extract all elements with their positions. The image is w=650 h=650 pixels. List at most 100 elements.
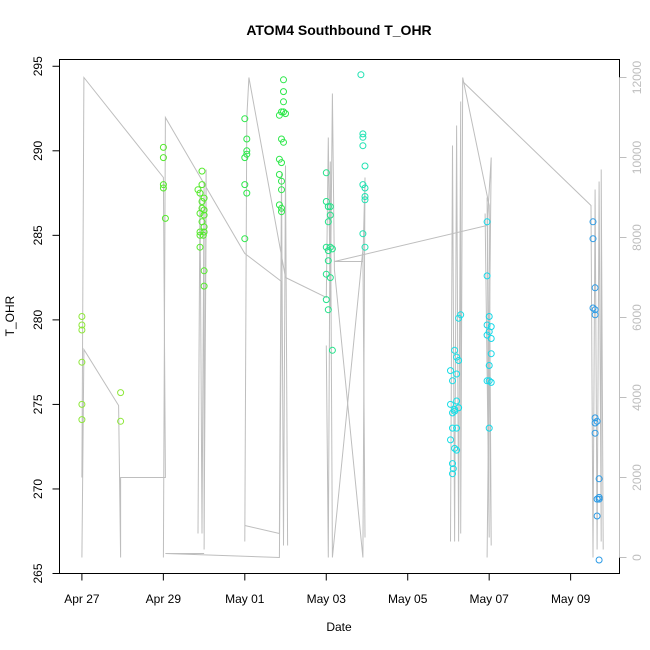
points-layer (78, 71, 603, 564)
data-point-2-4 (243, 150, 251, 158)
data-point-3-6 (322, 243, 330, 251)
x-tick-label-4: May 05 (388, 592, 428, 606)
data-point-6-1 (483, 272, 491, 280)
data-point-2-6 (243, 189, 251, 197)
data-point-1-12 (198, 181, 206, 189)
data-point-1-3 (159, 184, 167, 192)
data-point-2-7 (241, 235, 249, 243)
data-point-1-16 (200, 211, 208, 219)
x-axis: Apr 27 Apr 29 May 01 May 03 May 05 May 07 May … (64, 573, 591, 606)
data-point-6-6 (483, 331, 491, 339)
data-point-3-3 (326, 203, 334, 211)
y2-axis: 0 2000 4000 6000 8000 10000 12000 (619, 60, 644, 561)
y2-tick-label-0: 0 (630, 554, 644, 561)
data-point-3-2 (324, 203, 332, 211)
data-point-7-5 (591, 311, 599, 319)
y2-tick-label-6: 12000 (630, 60, 644, 94)
y-tick-label-0: 265 (31, 563, 45, 583)
data-point-5-20 (449, 470, 456, 478)
series-line-6 (450, 77, 492, 546)
data-point-0-2 (78, 326, 86, 334)
y-tick-label-4: 285 (31, 225, 45, 245)
data-point-3-14 (324, 306, 332, 314)
series-line-3 (244, 77, 492, 558)
data-point-6-10 (483, 377, 491, 385)
data-point-5-13 (449, 424, 456, 432)
data-point-5-14 (453, 424, 461, 432)
data-point-1-22 (200, 194, 208, 202)
chart-title: ATOM4 Southbound T_OHR (246, 22, 431, 38)
data-point-5-4 (455, 357, 463, 364)
data-point-5-3 (453, 353, 461, 361)
data-point-5-21 (451, 406, 459, 413)
data-point-0-7 (117, 417, 125, 425)
x-tick-label-1: Apr 29 (146, 592, 182, 606)
data-point-4-2 (359, 133, 367, 141)
data-point-4-3 (359, 142, 367, 150)
y-axis: 265 270 275 280 285 290 295 (31, 56, 60, 584)
data-point-7-3 (591, 306, 599, 314)
data-point-7-13 (595, 495, 603, 503)
y-tick-label-3: 280 (31, 310, 45, 330)
data-point-1-20 (200, 282, 208, 290)
y-tick-label-6: 295 (31, 56, 45, 76)
series-line-4 (244, 165, 289, 546)
data-point-6-12 (487, 378, 495, 386)
data-point-5-8 (447, 400, 454, 408)
data-point-7-14 (593, 512, 601, 520)
data-point-7-0 (589, 218, 597, 226)
data-point-5-9 (449, 409, 456, 417)
data-point-7-4 (589, 304, 597, 312)
series-line-7 (462, 81, 604, 558)
data-point-6-13 (485, 424, 493, 432)
data-point-5-16 (451, 444, 459, 452)
data-point-6-9 (485, 362, 493, 369)
y-tick-label-1: 270 (31, 479, 45, 499)
data-point-2-24 (278, 208, 285, 216)
data-point-1-1 (159, 154, 167, 162)
data-point-1-0 (159, 143, 167, 151)
data-point-0-6 (117, 389, 125, 397)
data-point-2-10 (280, 76, 287, 84)
data-point-6-2 (485, 313, 493, 320)
data-point-7-15 (595, 556, 603, 564)
data-point-1-13 (198, 198, 206, 205)
data-point-7-7 (593, 417, 601, 425)
data-point-1-4 (161, 214, 169, 222)
data-point-2-3 (241, 154, 249, 162)
data-point-5-6 (455, 314, 463, 322)
data-point-2-20 (278, 177, 285, 185)
data-point-4-10 (361, 243, 369, 251)
data-point-2-21 (278, 186, 285, 194)
data-point-5-2 (451, 346, 459, 354)
data-point-0-5 (78, 416, 86, 424)
data-point-2-0 (241, 115, 249, 123)
data-point-5-19 (449, 465, 457, 473)
data-point-3-9 (328, 245, 336, 253)
data-point-5-15 (447, 436, 454, 444)
data-point-2-9 (278, 108, 285, 116)
y2-tick-label-5: 10000 (630, 140, 644, 174)
data-point-2-13 (280, 108, 287, 116)
data-point-2-16 (280, 138, 287, 146)
data-point-7-10 (595, 475, 603, 483)
y2-tick-label-3: 6000 (630, 304, 644, 331)
data-point-4-8 (361, 196, 369, 204)
data-point-7-8 (591, 419, 599, 427)
data-point-4-9 (359, 230, 367, 238)
series-line-0 (81, 76, 166, 558)
data-point-3-4 (326, 211, 334, 219)
x-tick-label-5: May 07 (469, 592, 509, 606)
y2-tick-label-4: 8000 (630, 224, 644, 251)
data-point-2-11 (280, 88, 287, 96)
line-layer (81, 76, 604, 559)
data-point-1-15 (200, 206, 208, 214)
data-point-0-1 (78, 321, 86, 329)
data-point-2-12 (280, 98, 287, 106)
data-point-6-11 (485, 377, 493, 385)
data-point-4-6 (361, 184, 369, 192)
data-point-7-9 (591, 429, 599, 437)
y-axis-label: T_OHR (3, 295, 17, 336)
data-point-0-4 (78, 400, 86, 408)
